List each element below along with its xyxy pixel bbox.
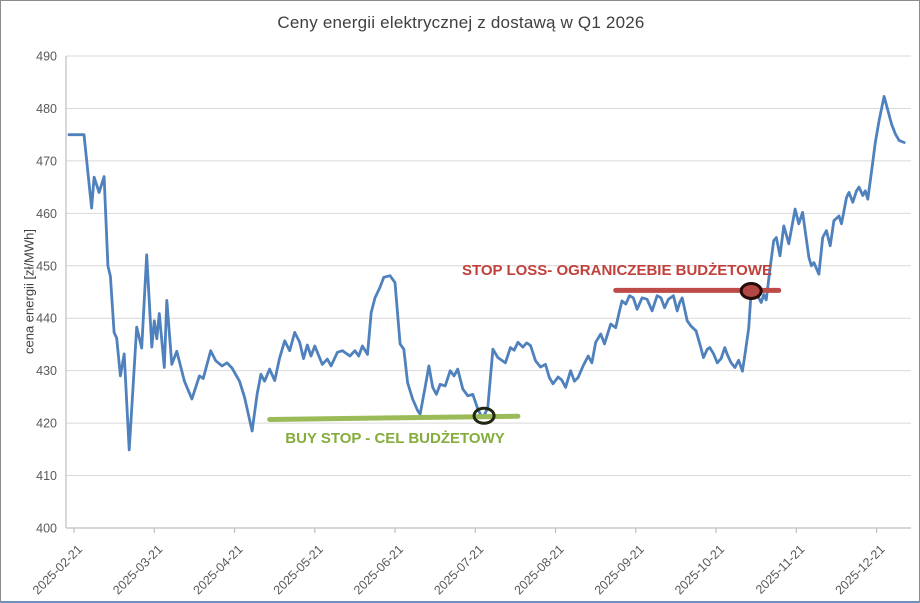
- stop-loss-label: STOP LOSS- OGRANICZEBIE BUDŻETOWE: [461, 262, 773, 279]
- y-tick-label: 430: [36, 364, 57, 378]
- x-tick-label: 2025-03-21: [110, 542, 165, 597]
- buy-stop-marker: [472, 406, 496, 425]
- price-line: [67, 95, 906, 452]
- x-tick-label: 2025-10-21: [672, 542, 727, 597]
- x-tick-label: 2025-12-21: [833, 542, 888, 597]
- buy-stop-label: BUY STOP - CEL BUDŻETOWY: [285, 430, 505, 447]
- stop-loss-marker: [739, 281, 763, 300]
- x-tick-label: 2025-08-21: [512, 542, 567, 597]
- y-tick-label: 420: [36, 417, 57, 431]
- chart-title: Ceny energii elektrycznej z dostawą w Q1…: [277, 13, 645, 32]
- x-tick-label: 2025-09-21: [592, 542, 647, 597]
- x-tick-label: 2025-05-21: [271, 542, 326, 597]
- y-tick-label: 410: [36, 469, 57, 483]
- x-tick-label: 2025-06-21: [351, 542, 406, 597]
- x-tick-label: 2025-04-21: [191, 542, 246, 597]
- x-tick-label: 2025-07-21: [431, 542, 486, 597]
- y-tick-label: 450: [36, 259, 57, 273]
- buy-stop-line: [267, 413, 521, 422]
- y-tick-label: 490: [36, 50, 57, 64]
- x-tick-label: 2025-11-21: [753, 542, 807, 596]
- y-tick-label: 480: [36, 102, 57, 116]
- y-tick-label: 440: [36, 312, 57, 326]
- y-tick-label: 470: [36, 154, 57, 168]
- y-tick-label: 400: [36, 522, 57, 536]
- x-tick-label: 2025-02-21: [30, 542, 85, 597]
- y-tick-label: 460: [36, 207, 57, 221]
